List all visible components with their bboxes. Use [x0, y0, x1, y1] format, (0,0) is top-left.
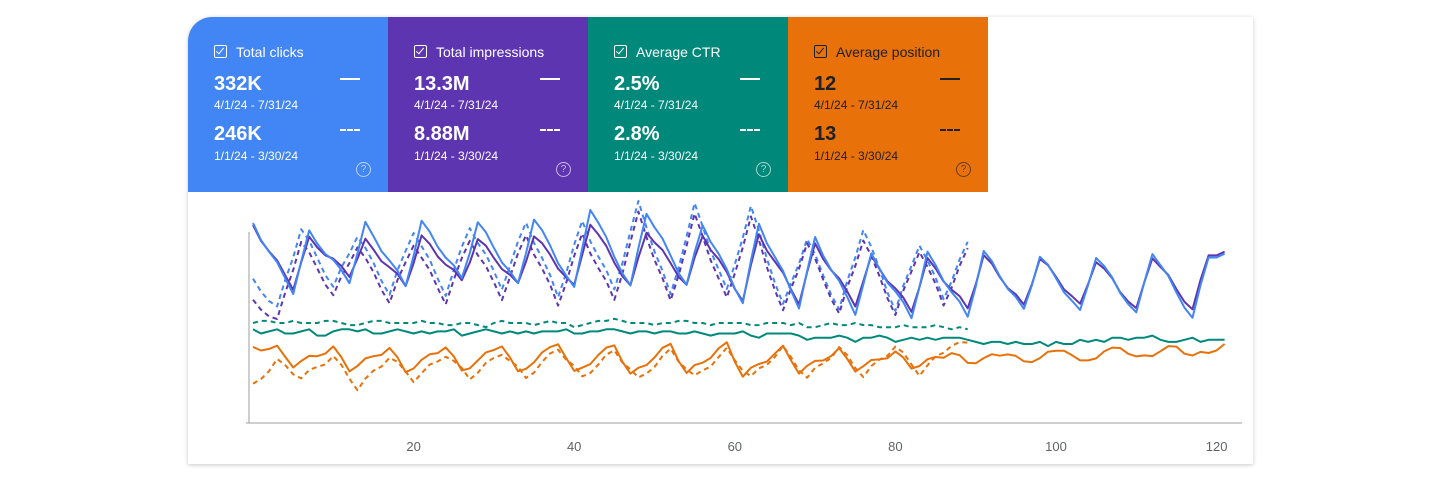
solid-line-legend-icon	[340, 78, 360, 80]
metric-current-range: 4/1/24 - 7/31/24	[214, 98, 299, 112]
metric-label: Total clicks	[236, 44, 304, 60]
metric-previous-range: 1/1/24 - 3/30/24	[214, 149, 299, 163]
metric-previous-value: 246K	[214, 123, 262, 145]
solid-line-legend-icon	[940, 78, 960, 80]
metric-label: Total impressions	[436, 44, 545, 60]
checkbox-checked-icon[interactable]	[814, 45, 827, 58]
series-layer	[252, 200, 1226, 392]
dashed-line-legend-icon	[340, 129, 360, 131]
metric-previous-value: 2.8%	[614, 123, 660, 145]
performance-panel: Total clicks 332K 4/1/24 - 7/31/24 246K …	[188, 17, 1253, 464]
metric-card-total-impressions[interactable]: Total impressions 13.3M 4/1/24 - 7/31/24…	[388, 17, 588, 192]
solid-line-legend-icon	[740, 78, 760, 80]
metric-label: Average CTR	[636, 44, 721, 60]
metric-previous-range: 1/1/24 - 3/30/24	[414, 149, 499, 163]
series-line-average-ctr-1-1-24-3-30-24	[252, 317, 968, 331]
series-line-total-clicks-1-1-24-3-30-24	[252, 200, 969, 312]
x-tick-label: 100	[1045, 439, 1067, 454]
metric-current-range: 4/1/24 - 7/31/24	[814, 98, 899, 112]
metric-current-value: 332K	[214, 73, 262, 95]
metric-current-value: 2.5%	[614, 73, 660, 95]
metric-current-range: 4/1/24 - 7/31/24	[614, 98, 699, 112]
x-tick-label: 40	[567, 439, 581, 454]
question-circle-icon[interactable]: ?	[356, 162, 371, 177]
x-tick-label: 60	[728, 439, 742, 454]
dashed-line-legend-icon	[940, 129, 960, 131]
metric-current-range: 4/1/24 - 7/31/24	[414, 98, 499, 112]
metric-label: Average position	[836, 44, 941, 60]
dashed-line-legend-icon	[740, 129, 760, 131]
metric-card-average-ctr[interactable]: Average CTR 2.5% 4/1/24 - 7/31/24 2.8% 1…	[588, 17, 788, 192]
series-line-total-clicks-4-1-24-7-31-24	[252, 209, 1226, 320]
metric-previous-value: 13	[814, 123, 837, 145]
metric-current-value: 12	[814, 73, 837, 95]
series-line-average-position-4-1-24-7-31-24	[252, 341, 1226, 378]
question-circle-icon[interactable]: ?	[956, 162, 971, 177]
question-circle-icon[interactable]: ?	[556, 162, 571, 177]
x-tick-layer: 20 40 60 80 100 120	[406, 439, 1227, 454]
dashed-line-legend-icon	[540, 129, 560, 131]
series-line-total-impressions-1-1-24-3-30-24	[252, 210, 969, 320]
checkbox-checked-icon[interactable]	[214, 45, 227, 58]
series-line-average-position-1-1-24-3-30-24	[252, 341, 968, 392]
metric-previous-value: 8.88M	[414, 123, 470, 145]
checkbox-checked-icon[interactable]	[414, 45, 427, 58]
metric-previous-range: 1/1/24 - 3/30/24	[814, 149, 899, 163]
performance-line-chart[interactable]: 20 40 60 80 100 120	[188, 17, 1253, 464]
question-circle-icon[interactable]: ?	[756, 162, 771, 177]
metric-previous-range: 1/1/24 - 3/30/24	[614, 149, 699, 163]
solid-line-legend-icon	[540, 78, 560, 80]
metric-current-value: 13.3M	[414, 73, 470, 95]
x-tick-label: 20	[406, 439, 420, 454]
series-line-average-ctr-4-1-24-7-31-24	[252, 328, 1225, 348]
checkbox-checked-icon[interactable]	[614, 45, 627, 58]
metric-card-total-clicks[interactable]: Total clicks 332K 4/1/24 - 7/31/24 246K …	[188, 17, 388, 192]
metric-card-average-position[interactable]: Average position 12 4/1/24 - 7/31/24 13 …	[788, 17, 988, 192]
x-tick-label: 80	[888, 439, 902, 454]
x-tick-label: 120	[1206, 439, 1228, 454]
